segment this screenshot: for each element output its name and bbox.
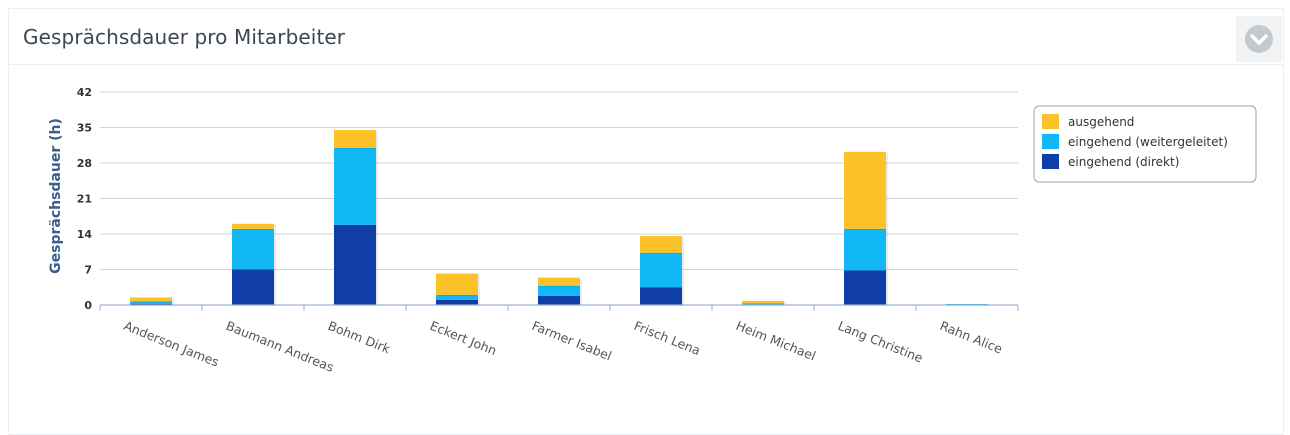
x-tick-label: Heim Michael [734,318,818,364]
bar-segment [844,151,886,229]
chevron-glyph [1250,34,1268,45]
bar-segment [232,228,274,270]
bar-shadow [744,305,786,306]
x-tick-label: Bohm Dirk [326,318,393,357]
y-tick-label: 21 [77,193,92,206]
x-tick-label: Eckert John [428,318,499,358]
bar-segment [844,270,886,305]
bar-segment [640,236,682,253]
chevron-down-icon[interactable] [1245,25,1273,53]
bar-segment [334,147,376,225]
panel-header: Gesprächsdauer pro Mitarbeiter [9,9,1283,65]
bars [130,130,990,306]
x-tick-label: Lang Christine [836,318,926,366]
legend-label[interactable]: eingehend (direkt) [1068,155,1179,169]
legend-label[interactable]: eingehend (weitergeleitet) [1068,135,1228,149]
bar-segment [232,269,274,305]
bar-segment [130,301,172,304]
y-tick-label: 7 [84,264,92,277]
x-tick-label: Rahn Alice [938,318,1005,357]
bar-segment [538,277,580,286]
x-tick-label: Anderson James [122,318,221,370]
legend: ausgehend eingehend (weitergeleitet) einge… [1033,105,1257,183]
y-tick-label: 28 [77,157,92,170]
x-tick-label: Farmer Isabel [530,318,614,364]
legend-swatch [1042,114,1059,129]
bar-segment [232,223,274,229]
bar-segment [130,297,172,302]
bar-segment [436,273,478,295]
bar-segment [742,303,784,305]
bar-segment [946,303,988,305]
bar-segment [742,300,784,304]
bar-segment [640,287,682,305]
y-tick-label: 14 [77,228,93,241]
x-tick-label: Frisch Lena [632,318,703,358]
legend-box [1033,105,1257,183]
bar-segment [436,299,478,305]
bar-segment [538,295,580,305]
y-tick-label: 0 [84,299,92,312]
bar-segment [844,228,886,271]
y-tick-label: 35 [77,122,92,135]
y-axis-label: Gesprächsdauer (h) [48,118,64,274]
chart-panel: Gesprächsdauer pro Mitarbeiter [8,8,1284,435]
legend-label[interactable]: ausgehend [1068,115,1134,129]
bar-segment [436,294,478,300]
x-tick-label: Baumann Andreas [224,318,336,375]
y-tick-label: 42 [77,86,92,99]
bar-segment [640,252,682,288]
legend-swatch [1042,154,1059,169]
bar-segment [334,130,376,148]
panel-title: Gesprächsdauer pro Mitarbeiter [23,25,346,49]
legend-swatch [1042,134,1059,149]
collapse-button[interactable] [1236,16,1282,62]
bar-shadow [948,305,990,306]
bar-segment [538,285,580,296]
bar-segment [334,224,376,305]
